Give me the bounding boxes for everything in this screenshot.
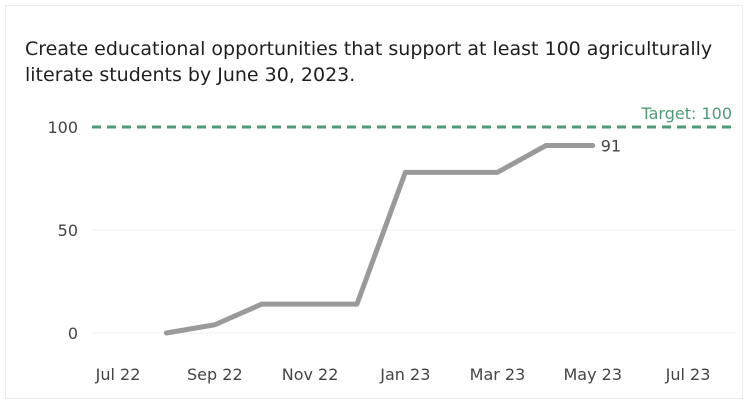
x-tick-label: Nov 22 [282,365,339,384]
target-line-group: Target: 100 [92,104,736,129]
target-label: Target: 100 [640,104,732,123]
end-value-label: 91 [601,137,621,156]
x-tick-label: Mar 23 [470,365,526,384]
y-axis-ticks: 0 50 100 [47,118,78,343]
gridlines [92,126,736,334]
y-tick-label: 100 [47,118,78,137]
x-tick-label: May 23 [563,365,622,384]
x-tick-label: Jul 22 [95,365,141,384]
y-tick-label: 0 [68,324,78,343]
x-tick-label: Sep 22 [187,365,243,384]
series-line [163,143,596,336]
x-tick-label: Jan 23 [379,365,430,384]
x-tick-label: Jul 23 [665,365,711,384]
x-axis-ticks: Jul 22 Sep 22 Nov 22 Jan 23 Mar 23 May 23 Jul … [95,365,711,384]
chart-title: Create educational opportunities that su… [25,38,713,86]
series-group: 91 [163,137,621,336]
y-tick-label: 50 [58,221,78,240]
